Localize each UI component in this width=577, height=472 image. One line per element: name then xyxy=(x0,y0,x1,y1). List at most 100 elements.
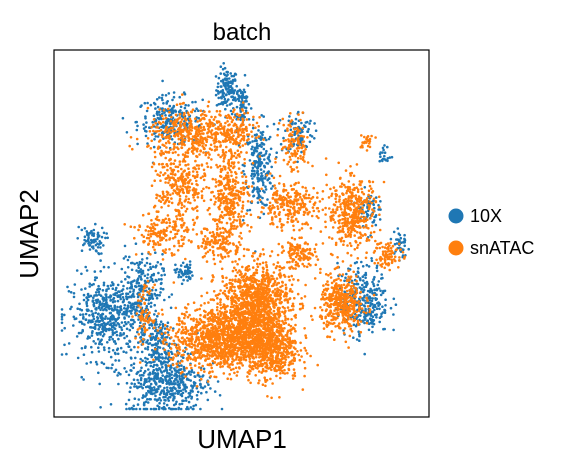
scatter-point xyxy=(155,196,158,200)
scatter-point xyxy=(220,407,224,411)
scatter-point xyxy=(163,130,167,133)
scatter-point xyxy=(207,100,211,104)
scatter-point xyxy=(157,271,160,275)
scatter-point xyxy=(300,121,303,125)
scatter-point xyxy=(143,381,146,385)
scatter-point xyxy=(257,135,261,138)
scatter-point xyxy=(218,140,221,144)
scatter-point xyxy=(92,232,96,235)
scatter-point xyxy=(206,238,209,241)
scatter-point xyxy=(113,340,117,343)
scatter-point xyxy=(173,189,177,193)
scatter-point xyxy=(217,103,220,106)
scatter-point xyxy=(162,109,166,112)
scatter-point xyxy=(272,222,275,226)
scatter-point xyxy=(175,375,179,379)
scatter-point xyxy=(136,124,139,128)
scatter-point xyxy=(219,260,222,263)
scatter-point xyxy=(60,318,64,321)
scatter-point xyxy=(110,322,113,325)
scatter-point xyxy=(173,392,177,395)
scatter-point xyxy=(137,381,140,385)
scatter-point xyxy=(312,186,316,190)
scatter-point xyxy=(225,208,229,211)
scatter-point xyxy=(235,113,239,116)
scatter-point xyxy=(228,116,232,120)
scatter-point xyxy=(187,136,191,139)
scatter-point xyxy=(241,219,245,222)
scatter-point xyxy=(234,123,238,127)
scatter-point xyxy=(298,236,301,240)
scatter-point xyxy=(384,304,387,307)
scatter-point xyxy=(150,165,154,169)
scatter-point xyxy=(195,154,198,158)
scatter-point xyxy=(295,203,299,206)
scatter-point xyxy=(161,287,165,291)
scatter-point xyxy=(371,325,374,329)
scatter-point xyxy=(190,384,193,388)
scatter-point xyxy=(356,243,360,247)
scatter-point xyxy=(83,227,87,230)
scatter-point xyxy=(239,133,243,137)
scatter-point xyxy=(141,258,144,261)
scatter-point xyxy=(119,346,123,350)
scatter-point xyxy=(102,308,105,312)
scatter-point xyxy=(258,198,262,202)
scatter-point xyxy=(348,186,352,189)
scatter-point xyxy=(191,170,195,173)
scatter-point xyxy=(116,305,119,309)
scatter-point xyxy=(178,142,181,146)
scatter-point xyxy=(90,240,94,243)
scatter-point xyxy=(231,80,235,83)
scatter-point xyxy=(258,177,261,180)
scatter-point xyxy=(304,148,307,151)
scatter-point xyxy=(177,273,181,277)
scatter-point xyxy=(168,342,171,346)
scatter-point xyxy=(352,224,355,227)
scatter-point xyxy=(229,150,233,153)
scatter-point xyxy=(251,135,254,138)
scatter-point xyxy=(344,185,347,189)
scatter-point xyxy=(150,377,153,381)
scatter-point xyxy=(302,153,306,156)
scatter-point xyxy=(173,159,177,162)
scatter-point xyxy=(295,132,299,135)
scatter-point xyxy=(232,74,236,78)
scatter-point xyxy=(189,119,193,123)
scatter-point xyxy=(242,215,246,218)
scatter-point xyxy=(232,142,235,145)
scatter-point xyxy=(148,342,152,345)
scatter-point xyxy=(155,264,158,268)
scatter-point xyxy=(125,407,128,411)
scatter-point xyxy=(126,258,130,262)
scatter-point xyxy=(235,137,238,141)
scatter-point xyxy=(202,168,206,172)
scatter-point xyxy=(186,405,189,409)
scatter-point xyxy=(178,383,181,387)
scatter-point xyxy=(299,203,303,207)
scatter-point xyxy=(228,123,231,126)
scatter-point xyxy=(192,196,195,199)
scatter-point xyxy=(147,373,150,376)
scatter-point xyxy=(250,225,253,229)
scatter-point xyxy=(228,235,231,238)
scatter-point xyxy=(250,147,253,151)
scatter-point xyxy=(338,214,342,217)
scatter-point xyxy=(206,131,209,135)
scatter-point xyxy=(99,270,102,273)
scatter-point xyxy=(113,304,117,308)
scatter-point xyxy=(347,226,351,230)
scatter-point xyxy=(137,271,140,274)
scatter-point xyxy=(362,290,365,294)
scatter-point xyxy=(187,378,190,382)
scatter-point xyxy=(268,181,272,184)
scatter-point xyxy=(150,219,153,222)
scatter-point xyxy=(174,407,178,411)
scatter-point xyxy=(133,385,136,388)
scatter-point xyxy=(246,200,250,203)
scatter-point xyxy=(187,197,190,201)
scatter-point xyxy=(174,113,178,117)
scatter-point xyxy=(298,254,301,258)
scatter-point xyxy=(377,301,381,305)
scatter-point xyxy=(380,315,383,318)
